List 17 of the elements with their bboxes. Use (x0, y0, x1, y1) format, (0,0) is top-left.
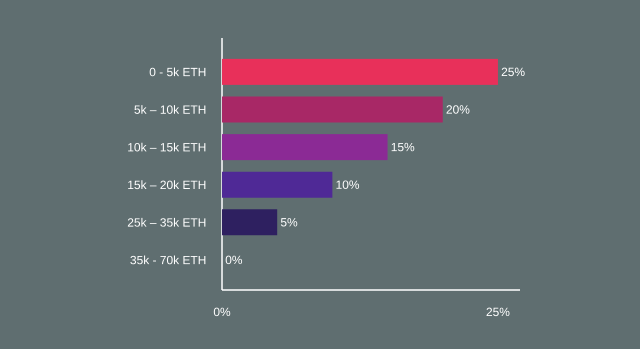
data-label: 0% (226, 256, 242, 264)
bar (222, 209, 278, 236)
bar (222, 96, 443, 122)
y-tick-label: 5k – 10k ETH (134, 105, 206, 114)
data-label: 15% (392, 142, 414, 152)
bar (222, 172, 332, 198)
data-label: 25% (502, 68, 525, 76)
data-label: 5% (280, 218, 298, 226)
bar (222, 134, 388, 160)
y-tick-label: 35k - 70k ETH (130, 256, 206, 264)
y-tick-label: 0 - 5k ETH (150, 67, 206, 76)
data-label: 10% (336, 180, 360, 189)
y-tick-label: 10k – 15k ETH (128, 142, 206, 152)
y-tick-label: 15k – 20k ETH (128, 180, 206, 190)
y-tick-label: 25k – 35k ETH (128, 218, 206, 227)
bar (222, 58, 498, 85)
data-label: 20% (446, 105, 470, 114)
